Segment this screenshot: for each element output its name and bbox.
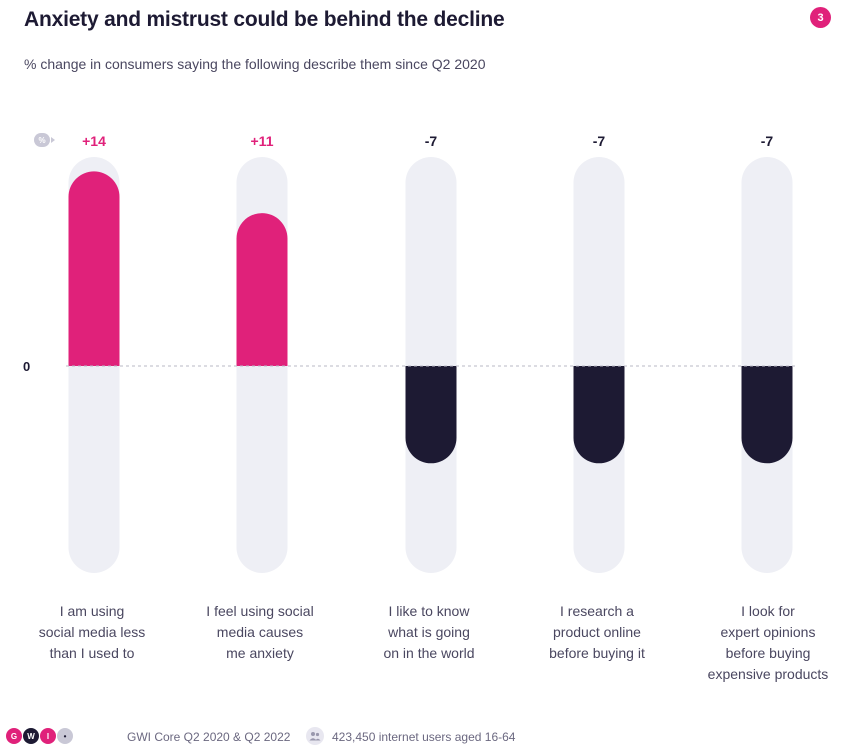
category-label: I feel using social media causes me anxiet… (206, 603, 313, 661)
data-label: -7 (593, 133, 606, 149)
data-label: +14 (82, 133, 106, 149)
category-label-line: I like to know (389, 603, 471, 619)
category-label-line: I research a (560, 603, 634, 619)
category-label-line: on in the world (383, 645, 474, 661)
category-label-line: I look for (741, 603, 795, 619)
bar-chart: 0 +14 +11 -7 -7 -7 I am using social media less… (23, 133, 829, 682)
category-label: I am using social media less than I used t… (39, 603, 146, 661)
data-label: +11 (251, 133, 274, 149)
category-label-line: me anxiety (226, 645, 294, 661)
bar-track (405, 157, 457, 573)
category-label-line: media causes (217, 624, 303, 640)
percent-unit-icon: % (34, 133, 50, 147)
category-label: I research a product online before buying … (549, 603, 645, 661)
category-label-line: than I used to (50, 645, 135, 661)
category-label-line: expert opinions (721, 624, 816, 640)
category-label: I like to know what is going on in the wor… (383, 603, 474, 661)
bar (405, 366, 457, 464)
logo-letter: W (23, 728, 39, 744)
data-label: -7 (425, 133, 438, 149)
data-label: -7 (761, 133, 774, 149)
chart-title: Anxiety and mistrust could be behind the… (24, 8, 505, 31)
category-label-line: product online (553, 624, 641, 640)
category-label-line: I am using (60, 603, 125, 619)
category-label-line: social media less (39, 624, 146, 640)
category-label-line: expensive products (708, 666, 829, 682)
logo-letter: G (6, 728, 22, 744)
logo-letter: I (40, 728, 56, 744)
slide-number-badge: 3 (810, 7, 831, 28)
people-icon (306, 727, 324, 745)
percent-unit-arrow-icon (51, 137, 55, 143)
sample-text: 423,450 internet users aged 16-64 (332, 730, 516, 744)
zero-label: 0 (23, 359, 30, 374)
footer: G W I • GWI Core Q2 2020 & Q2 2022 423,4… (0, 726, 842, 750)
bar (68, 171, 120, 366)
bar-track (573, 157, 625, 573)
category-label-line: before buying it (549, 645, 645, 661)
bar-track (741, 157, 793, 573)
bar (741, 366, 793, 464)
gwi-logo: G W I • (6, 728, 73, 744)
bar (236, 213, 288, 366)
source-text: GWI Core Q2 2020 & Q2 2022 (127, 730, 291, 744)
category-label-line: before buying (726, 645, 811, 661)
logo-letter: • (57, 728, 73, 744)
chart-subtitle: % change in consumers saying the followi… (24, 56, 486, 72)
bar (573, 366, 625, 464)
category-label-line: I feel using social (206, 603, 313, 619)
category-label: I look for expert opinions before buying ex… (708, 603, 829, 682)
category-label-line: what is going (387, 624, 470, 640)
